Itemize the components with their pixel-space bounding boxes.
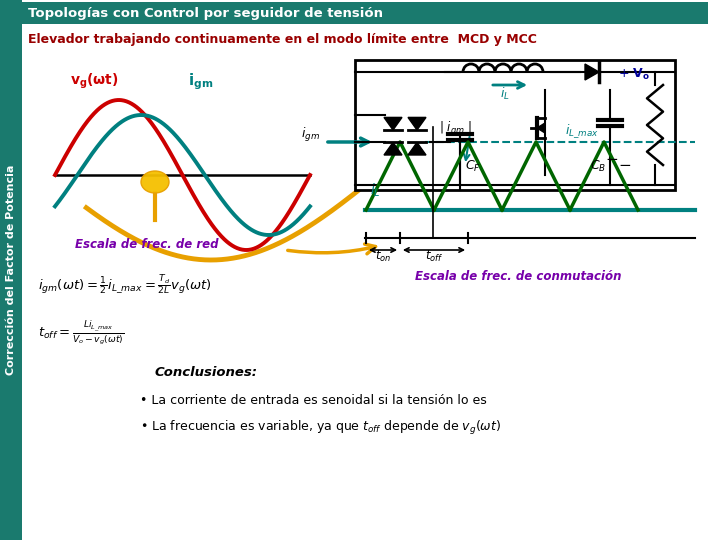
Text: $\mathbf{v_g(\omega t)}$: $\mathbf{v_g(\omega t)}$ [70, 72, 119, 91]
Bar [22, 2, 708, 24]
Text: $C_F$: $C_F$ [465, 159, 481, 174]
Polygon shape [384, 117, 402, 130]
Text: Escala de frec. de conmutación: Escala de frec. de conmutación [415, 269, 621, 282]
Text: $+\ \mathbf{V_o}$: $+\ \mathbf{V_o}$ [618, 67, 650, 82]
Text: $i_L$: $i_L$ [500, 86, 510, 102]
Text: $|\ i_{gm}\ |$: $|\ i_{gm}\ |$ [438, 120, 472, 138]
Text: $i_{gm}(\omega t) = \frac{1}{2}i_{L\_max} = \frac{T_d}{2L}v_g(\omega t)$: $i_{gm}(\omega t) = \frac{1}{2}i_{L\_max… [38, 273, 212, 297]
Text: $-$: $-$ [618, 156, 631, 171]
Polygon shape [408, 117, 426, 130]
Text: Conclusiones:: Conclusiones: [155, 366, 258, 379]
Ellipse shape [141, 171, 169, 193]
Text: $t_{off}$: $t_{off}$ [425, 249, 444, 264]
Bar [0, 0, 22, 540]
Text: • La corriente de entrada es senoidal si la tensión lo es: • La corriente de entrada es senoidal si… [140, 394, 487, 407]
Polygon shape [585, 64, 599, 80]
Text: $t_{off} = \frac{Li_{L\_max}}{V_o - v_g(\omega t)}$: $t_{off} = \frac{Li_{L\_max}}{V_o - v_g(… [38, 320, 125, 347]
Text: $i_L$: $i_L$ [370, 182, 381, 199]
Text: $C_B$: $C_B$ [590, 159, 606, 174]
Bar [355, 60, 675, 190]
Text: Elevador trabajando continuamente en el modo límite entre  MCD y MCC: Elevador trabajando continuamente en el … [28, 32, 537, 45]
Text: $t_{on}$: $t_{on}$ [375, 249, 391, 264]
Polygon shape [384, 143, 402, 155]
Text: Escala de frec. de red: Escala de frec. de red [75, 239, 218, 252]
Polygon shape [408, 143, 426, 155]
Text: $\mathbf{i_{gm}}$: $\mathbf{i_{gm}}$ [188, 71, 213, 92]
Text: Corrección del Factor de Potencia: Corrección del Factor de Potencia [6, 165, 16, 375]
Text: $i_{L\_max}$: $i_{L\_max}$ [565, 122, 599, 140]
Text: $i_{gm}$: $i_{gm}$ [301, 126, 320, 144]
Text: • La frecuencia es variable, ya que $t_{off}$ depende de $v_g(\omega t)$: • La frecuencia es variable, ya que $t_{… [140, 419, 501, 437]
Polygon shape [537, 123, 545, 133]
Text: Topologías con Control por seguidor de tensión: Topologías con Control por seguidor de t… [28, 6, 383, 19]
Text: $-$: $-$ [605, 150, 618, 165]
